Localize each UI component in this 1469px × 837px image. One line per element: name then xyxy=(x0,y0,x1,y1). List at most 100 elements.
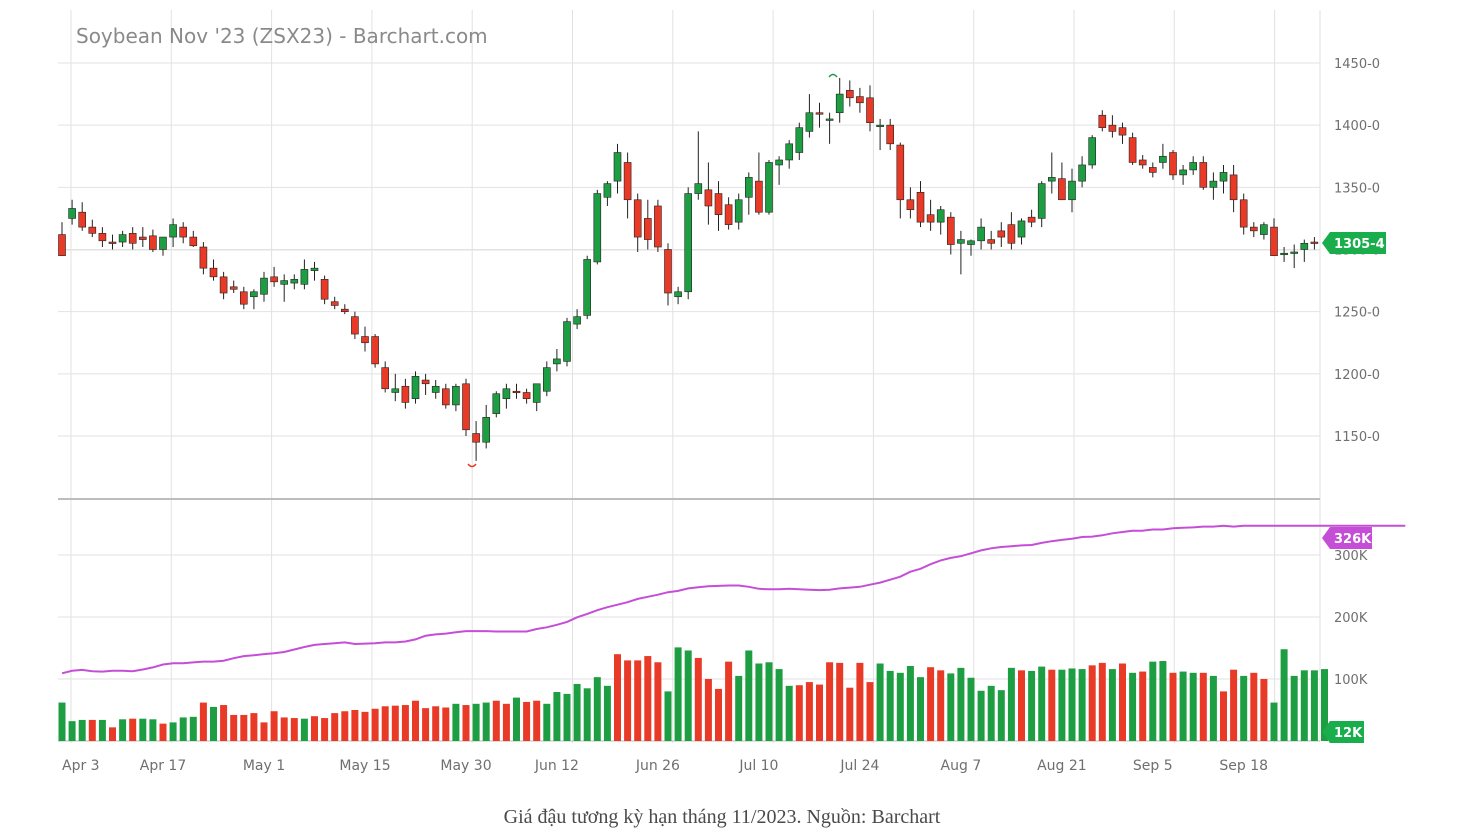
volume-bar xyxy=(846,687,854,741)
volume-bar xyxy=(311,716,318,741)
candle-body xyxy=(856,96,864,104)
candle-body xyxy=(169,224,177,238)
volume-bar xyxy=(755,663,763,741)
candle-body xyxy=(916,192,925,223)
volume-bar xyxy=(634,660,642,741)
candle-body xyxy=(684,193,693,293)
volume-bar xyxy=(1300,670,1308,741)
volume-bar xyxy=(109,727,116,741)
volume-bar xyxy=(98,719,106,741)
volume-bar xyxy=(169,722,177,741)
candle-body xyxy=(280,280,289,285)
candle-body xyxy=(1017,220,1026,238)
candle-body xyxy=(240,291,248,305)
candlestick-chart: 1450-01400-01350-01300-01250-01200-01150… xyxy=(58,10,1406,774)
candle-body xyxy=(835,93,844,114)
date-label: Apr 17 xyxy=(140,758,186,774)
candle-body xyxy=(744,177,753,198)
volume-bar xyxy=(58,702,66,741)
candle-body xyxy=(1209,180,1218,188)
volume-bar xyxy=(1129,672,1137,741)
candle-body xyxy=(694,183,703,194)
volume-bar xyxy=(593,677,601,741)
date-label: Aug 21 xyxy=(1037,758,1087,774)
volume-bar xyxy=(1149,661,1157,741)
volume-tick-label: 200K xyxy=(1334,611,1368,626)
candle-body xyxy=(149,235,157,250)
volume-bar xyxy=(422,708,430,741)
volume-bar xyxy=(1119,663,1126,741)
volume-bar xyxy=(401,705,409,741)
volume-bar xyxy=(482,702,490,741)
open-interest-line xyxy=(61,524,1406,675)
volume-bar xyxy=(290,718,298,741)
candle-body xyxy=(1088,137,1096,166)
candle-body xyxy=(351,316,359,335)
candle-body xyxy=(704,189,713,207)
high-marker xyxy=(828,73,838,78)
volume-bar xyxy=(159,723,167,741)
volume-bar xyxy=(1321,669,1328,741)
candle-body xyxy=(1300,242,1309,250)
volume-bar xyxy=(230,714,238,741)
candle-body xyxy=(1149,167,1157,173)
candle-body xyxy=(462,383,470,431)
date-label: May 15 xyxy=(339,758,390,774)
volume-bar xyxy=(836,662,844,741)
candle-body xyxy=(300,269,309,285)
volume-bar xyxy=(816,684,823,741)
volume-bar xyxy=(270,711,278,741)
volume-bar xyxy=(553,692,561,741)
candle-body xyxy=(957,239,965,244)
candle-body xyxy=(209,267,218,278)
candle-body xyxy=(603,183,612,198)
volume-bar xyxy=(1240,675,1248,741)
candle-body xyxy=(78,211,86,228)
volume-bar xyxy=(715,688,722,741)
volume-bar xyxy=(472,703,480,741)
volume-bar xyxy=(1007,667,1015,741)
candle-body xyxy=(714,193,723,215)
candle-body xyxy=(512,390,521,394)
volume-bar xyxy=(78,719,86,741)
candle-body xyxy=(1239,199,1248,228)
candle-body xyxy=(1250,226,1258,232)
date-label: Jul 24 xyxy=(839,758,879,774)
volume-bar xyxy=(321,718,329,741)
volume-bar xyxy=(492,700,500,741)
volume-bar xyxy=(977,690,985,741)
date-label: Sep 5 xyxy=(1133,758,1173,774)
candle-body xyxy=(926,214,935,223)
candle-body xyxy=(765,162,773,213)
candle-body xyxy=(340,308,349,312)
current-price-badge-bg xyxy=(1322,232,1386,254)
volume-bar xyxy=(614,654,621,741)
volume-bar xyxy=(250,713,258,741)
volume-bar xyxy=(1280,649,1288,741)
candle-body xyxy=(431,385,440,393)
candle-body xyxy=(472,433,480,443)
candle-body xyxy=(633,199,642,238)
candle-body xyxy=(1189,162,1197,171)
volume-tick-label: 300K xyxy=(1334,549,1368,564)
candle-body xyxy=(805,112,814,132)
candle-body xyxy=(441,388,450,406)
volume-bar xyxy=(1169,672,1177,741)
chart-container: 1450-01400-01350-01300-01250-01200-01150… xyxy=(58,10,1406,774)
candle-body xyxy=(1108,124,1117,132)
volume-bar xyxy=(442,707,450,741)
candle-body xyxy=(118,234,127,243)
candle-body xyxy=(886,124,895,145)
candle-body xyxy=(361,336,369,344)
volume-bar xyxy=(1230,669,1238,741)
candle-body xyxy=(1280,252,1288,256)
volume-bar xyxy=(826,662,834,741)
volume-bar xyxy=(1189,672,1197,741)
volume-bar xyxy=(1220,691,1227,741)
volume-bar xyxy=(583,688,591,741)
candle-body xyxy=(866,97,874,123)
candle-body xyxy=(1199,162,1208,188)
volume-bar xyxy=(563,693,571,741)
volume-bar xyxy=(149,719,157,741)
volume-bar xyxy=(412,700,419,741)
